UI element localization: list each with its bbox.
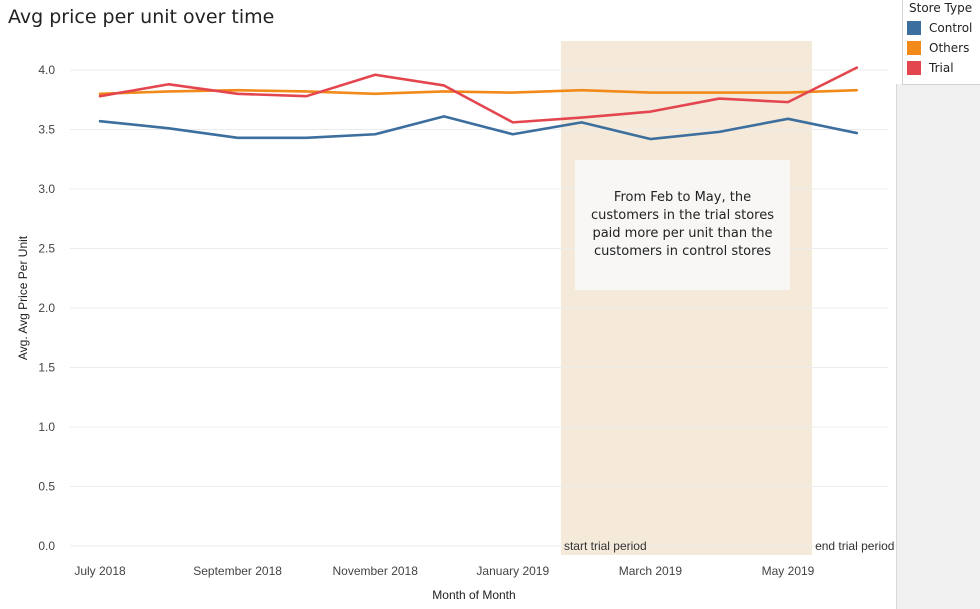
legend: Store Type Control Others Trial — [902, 0, 980, 85]
legend-label-control: Control — [929, 21, 973, 35]
series-line-trial — [98, 66, 859, 124]
legend-item-trial[interactable]: Trial — [907, 58, 980, 78]
y-tick-label: 2.5 — [38, 242, 55, 256]
start-trial-label: start trial period — [564, 539, 647, 553]
y-tick-label: 0.5 — [38, 480, 55, 494]
legend-swatch-others — [907, 41, 921, 55]
x-tick-label: September 2018 — [193, 564, 282, 578]
y-tick-label: 3.5 — [38, 123, 55, 137]
y-tick-label: 0.0 — [38, 539, 55, 553]
x-axis-label: Month of Month — [432, 588, 515, 602]
series-line-control — [98, 115, 859, 141]
y-tick-label: 3.0 — [38, 182, 55, 196]
y-tick-label: 1.5 — [38, 361, 55, 375]
y-axis-label: Avg. Avg Price Per Unit — [16, 235, 30, 360]
legend-label-others: Others — [929, 41, 970, 55]
end-trial-label: end trial period — [815, 539, 894, 553]
legend-item-others[interactable]: Others — [907, 38, 980, 58]
x-tick-label: November 2018 — [333, 564, 419, 578]
legend-label-trial: Trial — [929, 61, 954, 75]
y-tick-label: 2.0 — [38, 301, 55, 315]
x-tick-label: May 2019 — [762, 564, 815, 578]
x-tick-label: July 2018 — [74, 564, 126, 578]
legend-swatch-control — [907, 21, 921, 35]
side-panel — [896, 84, 980, 609]
y-tick-label: 1.0 — [38, 420, 55, 434]
annotation-note: From Feb to May, the customers in the tr… — [575, 160, 790, 290]
trial-period-band — [560, 41, 813, 555]
x-tick-label: March 2019 — [619, 564, 683, 578]
y-tick-label: 4.0 — [38, 63, 55, 77]
series-line-others — [98, 88, 859, 96]
legend-swatch-trial — [907, 61, 921, 75]
legend-title: Store Type — [909, 1, 973, 15]
chart-title: Avg price per unit over time — [8, 6, 275, 28]
legend-item-control[interactable]: Control — [907, 18, 980, 38]
x-tick-label: January 2019 — [476, 564, 549, 578]
